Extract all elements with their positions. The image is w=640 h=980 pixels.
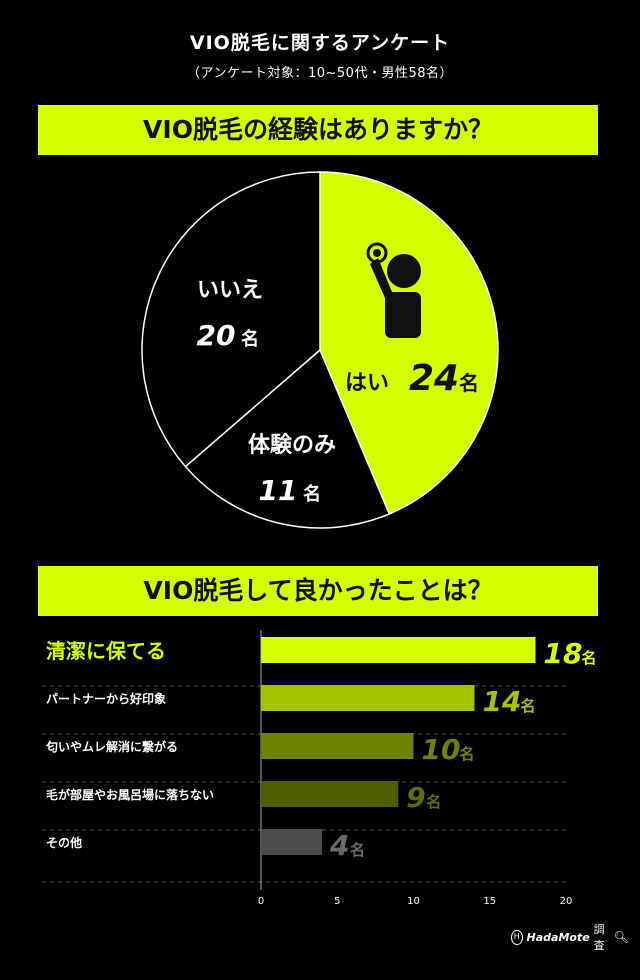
bar-unit-0: 名 — [582, 649, 597, 667]
x-tick-label-0: 0 — [258, 896, 264, 907]
category-label-1: パートナーから好印象 — [46, 691, 166, 706]
brand-name: HadaMote — [526, 930, 590, 944]
brand-suffix: 調査 — [593, 923, 605, 952]
page-title: VIO脱毛に関するアンケート — [189, 32, 451, 54]
bar-unit-2: 名 — [460, 745, 475, 763]
pie-value-1: 11 — [259, 474, 298, 507]
category-label-2: 匂いやムレ解消に繋がる — [45, 739, 178, 754]
pie-unit-2: 名 — [241, 328, 259, 350]
page-subtitle: （アンケート対象：10~50代・男性58名） — [187, 66, 453, 81]
x-tick-label-1: 5 — [334, 896, 340, 907]
bar-value-2: 10 — [422, 733, 461, 766]
bar-unit-3: 名 — [426, 793, 441, 811]
pie-label-0: はい — [345, 371, 389, 396]
x-tick-label-4: 20 — [560, 896, 573, 907]
person-raising-hand-icon — [366, 242, 421, 338]
brand-credit: H HadaMote 調査 🔍︎ — [511, 923, 629, 952]
category-label-0: 清潔に保てる — [46, 639, 166, 663]
category-label-4: その他 — [46, 835, 82, 850]
pie-unit-1: 名 — [303, 483, 321, 505]
bar-2 — [261, 733, 414, 759]
pie-label-1: 体験のみ — [248, 433, 336, 458]
pie-slice-1 — [184, 348, 391, 529]
brand-logo-icon: H — [511, 929, 523, 945]
x-tick-label-3: 15 — [483, 896, 496, 907]
bar-unit-1: 名 — [521, 697, 536, 715]
pie-slice-2 — [141, 171, 321, 468]
bar-1 — [261, 685, 475, 711]
bar-value-1: 14 — [483, 685, 522, 718]
pie-value-2: 20 — [197, 319, 236, 352]
bar-3 — [261, 781, 399, 807]
bar-0 — [261, 637, 536, 663]
magnifier-icon: 🔍︎ — [613, 930, 629, 944]
pie-slice-0 — [319, 171, 499, 515]
pie-value-0: 24 — [409, 358, 459, 399]
pie-chart-title: VIO脱毛の経験はありますか？ — [38, 105, 598, 155]
category-label-3: 毛が部屋やお風呂場に落ちない — [46, 787, 214, 802]
bar-value-3: 9 — [406, 781, 425, 814]
bar-4 — [261, 829, 322, 855]
pie-label-2: いいえ — [197, 278, 263, 303]
bar-chart-title: VIO脱毛して良かったことは？ — [38, 566, 598, 616]
pie-unit-0: 名 — [459, 371, 479, 395]
bar-value-0: 18 — [544, 637, 583, 670]
x-tick-label-2: 10 — [407, 896, 420, 907]
bar-unit-4: 名 — [350, 841, 365, 859]
bar-value-4: 4 — [329, 829, 349, 862]
